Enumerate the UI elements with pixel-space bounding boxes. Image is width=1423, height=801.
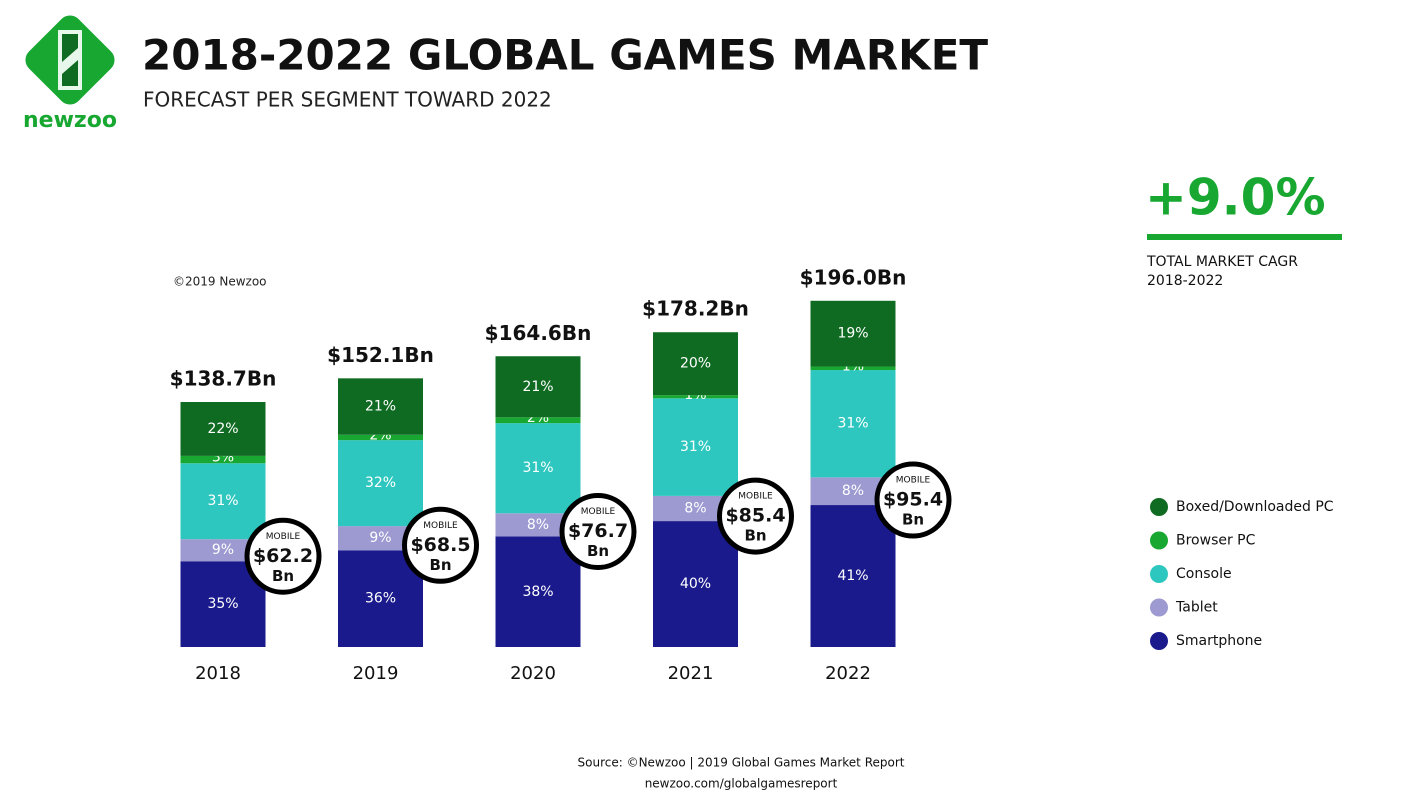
mobile-value: $76.7 [568, 520, 628, 542]
segment-label: 21% [365, 399, 396, 415]
mobile-callout [874, 461, 952, 539]
mobile-label: MOBILE [738, 492, 773, 502]
mobile-label: MOBILE [423, 521, 458, 531]
mobile-unit: Bn [902, 511, 924, 529]
bar-segment [495, 423, 581, 514]
legend-swatch [1150, 598, 1168, 617]
cagr-value: +9.0% [1145, 169, 1326, 227]
segment-label: 38% [522, 584, 553, 600]
segment-label: 31% [680, 439, 711, 455]
x-tick-label: 2022 [825, 663, 871, 684]
bar-segment [653, 521, 738, 647]
logo-mark [25, 15, 115, 105]
legend-swatch [1150, 565, 1168, 583]
legend-label: Console [1176, 566, 1232, 582]
mobile-callout [402, 506, 479, 584]
legend-swatch [1150, 498, 1168, 516]
bar-segment [180, 402, 266, 456]
bar-segment [495, 356, 581, 418]
bar-segment [495, 536, 581, 647]
segment-label: 19% [837, 326, 868, 342]
segment-label: 35% [207, 596, 238, 612]
total-label: $138.7Bn [170, 367, 277, 391]
segment-label: 21% [522, 379, 553, 395]
bar-segment [495, 513, 581, 537]
segment-label: 9% [212, 542, 234, 558]
legend-swatch [1150, 531, 1168, 550]
segment-label: 8% [842, 483, 864, 499]
logo-text: newzoo [23, 108, 117, 133]
bar-segment [338, 378, 423, 435]
bar-segment [338, 434, 423, 441]
chart-title: 2018-2022 GLOBAL GAMES MARKET [142, 31, 988, 80]
segment-label: 8% [684, 500, 706, 516]
cagr-underline [1147, 234, 1342, 240]
mobile-value: $95.4 [883, 489, 943, 511]
bar-segment [180, 455, 266, 464]
total-label: $152.1Bn [327, 343, 434, 367]
mobile-label: MOBILE [896, 476, 931, 486]
mobile-unit: Bn [744, 527, 766, 545]
x-tick-label: 2021 [668, 663, 714, 684]
segment-label: 8% [527, 517, 549, 533]
mobile-value: $68.5 [410, 534, 470, 556]
segment-label: 31% [207, 493, 238, 509]
legend-swatch [1150, 632, 1168, 650]
mobile-callout [717, 477, 794, 555]
segment-label: 40% [680, 576, 711, 592]
segment-label: 20% [680, 356, 711, 372]
mobile-callout [244, 517, 322, 595]
mobile-callout [559, 493, 637, 571]
bar-segment [653, 398, 738, 496]
source: Source: ©Newzoo | 2019 Global Games Mark… [578, 756, 905, 770]
segment-label: 22% [207, 421, 238, 437]
mobile-unit: Bn [272, 567, 294, 585]
copyright: ©2019 Newzoo [173, 275, 267, 289]
chart-subtitle: FORECAST PER SEGMENT TOWARD 2022 [143, 88, 552, 112]
segment-label: 9% [369, 530, 391, 546]
legend-label: Boxed/Downloaded PC [1176, 499, 1334, 515]
mobile-value: $85.4 [725, 505, 785, 527]
legend-label: Tablet [1175, 600, 1218, 616]
segment-label: 32% [365, 475, 396, 491]
segment-label: 36% [365, 591, 396, 607]
segment-label: 31% [522, 460, 553, 476]
mobile-label: MOBILE [581, 507, 616, 517]
bar-segment [180, 463, 266, 540]
bar-segment [338, 440, 423, 527]
cagr-label: TOTAL MARKET CAGR [1146, 254, 1298, 270]
bar-segment [810, 300, 896, 367]
mobile-label: MOBILE [266, 532, 301, 542]
bar-segment [810, 366, 896, 371]
total-label: $164.6Bn [485, 321, 592, 345]
x-tick-label: 2019 [353, 663, 399, 684]
bar-segment [810, 505, 896, 647]
total-label: $178.2Bn [642, 297, 749, 321]
bar-segment [653, 395, 738, 399]
legend-label: Smartphone [1176, 633, 1262, 649]
total-label: $196.0Bn [800, 265, 907, 289]
bar-segment [653, 332, 738, 396]
bar-segment [810, 370, 896, 478]
mobile-value: $62.2 [253, 545, 313, 567]
segment-label: 31% [837, 416, 868, 432]
segment-label: 41% [837, 568, 868, 584]
source-url: newzoo.com/globalgamesreport [645, 777, 838, 791]
mobile-unit: Bn [587, 542, 609, 560]
x-tick-label: 2018 [195, 663, 241, 684]
legend-label: Browser PC [1176, 533, 1256, 549]
x-tick-label: 2020 [510, 663, 556, 684]
cagr-period: 2018-2022 [1147, 273, 1223, 289]
mobile-unit: Bn [429, 556, 451, 574]
bar-segment [495, 417, 581, 424]
bar-segment [180, 539, 266, 562]
